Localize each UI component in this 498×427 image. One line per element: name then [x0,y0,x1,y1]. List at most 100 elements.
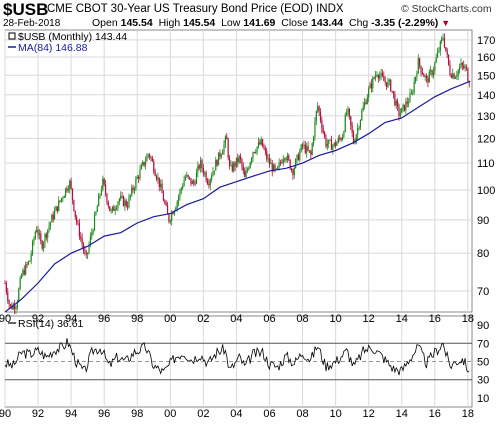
symbol-title: $USB [3,0,49,19]
candle-body [392,91,395,95]
candle-body [219,152,221,157]
candle-body [138,176,140,179]
candle-body [171,212,173,221]
candle-body [67,188,69,191]
candle-body [132,187,134,190]
candle-body [420,65,422,73]
candle-body [188,176,191,179]
candle-body [387,80,389,87]
candle-body [370,83,373,89]
candle-body [91,232,93,237]
x-tick-label: 92 [32,408,44,420]
candle-body [397,100,399,107]
candle-body [388,79,390,81]
candle-body [314,120,316,137]
high-label: High [158,17,181,29]
price-tick-label: 160 [477,52,495,64]
candle-body [121,196,123,198]
date-label: 28-Feb-2018 [3,18,61,29]
candle-body [467,68,469,82]
candle-body [399,113,401,116]
candle-body [445,47,447,51]
candle-body [394,94,396,106]
candle-body [38,233,41,236]
candle-body [260,139,262,145]
candle-body [133,188,136,190]
candle-body [340,138,342,140]
candle-body [346,112,348,115]
candle-body [73,199,75,211]
x-tick-label: 00 [164,408,176,420]
candle-body [22,270,24,275]
candle-body [19,278,21,289]
candle-body [430,70,432,72]
candle-body [330,139,333,150]
x-tick-label: 90 [0,408,11,420]
x-tick-label: 12 [363,408,375,420]
candle-body [416,73,418,77]
candle-body [268,158,271,165]
candle-body [417,58,419,74]
x-tick-label: 98 [131,408,143,420]
candle-body [454,77,457,79]
candle-body [465,66,468,69]
candle-body [190,178,192,185]
candle-body [423,74,425,77]
candle-body [110,210,112,212]
candle-body [125,200,127,206]
candle-body [381,73,384,77]
candle-body [380,73,382,76]
candle-body [212,171,214,177]
candle-body [319,111,322,121]
candle-body [157,177,159,180]
candle-body [453,73,455,79]
candle-body [153,161,155,172]
candle-body [209,179,211,186]
price-tick-label: 130 [477,111,495,123]
candle-body [136,176,138,179]
candle-body [365,102,367,104]
candle-body [290,169,293,171]
candle-body [352,132,355,144]
candle-body [217,152,220,166]
high-value: 145.54 [183,17,216,29]
candle-body [109,206,111,211]
candle-body [102,178,104,190]
candle-body [44,234,46,243]
candle-body [63,195,65,198]
candle-body [51,214,53,223]
candle-body [239,156,242,160]
candle-body [339,137,341,139]
candle-body [142,161,144,166]
candle-body [323,132,326,137]
candle-body [369,83,371,89]
candle-body [78,223,80,237]
candle-body [307,146,309,151]
candle-body [252,152,254,159]
candle-body [431,70,433,76]
candle-body [385,82,388,87]
price-x-tick-label: 16 [429,313,441,325]
candle-body [321,120,323,129]
x-tick-label: 94 [65,408,77,420]
candle-body [135,178,137,189]
candle-body [47,229,49,238]
candle-body [114,209,116,211]
candle-body [60,198,63,202]
price-x-tick-label: 96 [98,313,110,325]
ohlc-summary: Open 145.54 High 145.54 Low 141.69 Close… [92,17,450,29]
candle-body [71,188,74,200]
candle-body [357,127,359,135]
candle-body [8,300,10,305]
candle-body [449,64,451,75]
candle-body [89,236,92,245]
price-x-tick-label: 02 [197,313,209,325]
candle-body [299,151,301,161]
rsi-tick-label: 10 [477,393,489,405]
candle-body [122,196,125,206]
price-x-tick-label: 00 [164,313,176,325]
candle-body [124,200,126,206]
price-x-tick-label: 08 [296,313,308,325]
candle-body [432,71,435,76]
candle-body [464,66,466,69]
